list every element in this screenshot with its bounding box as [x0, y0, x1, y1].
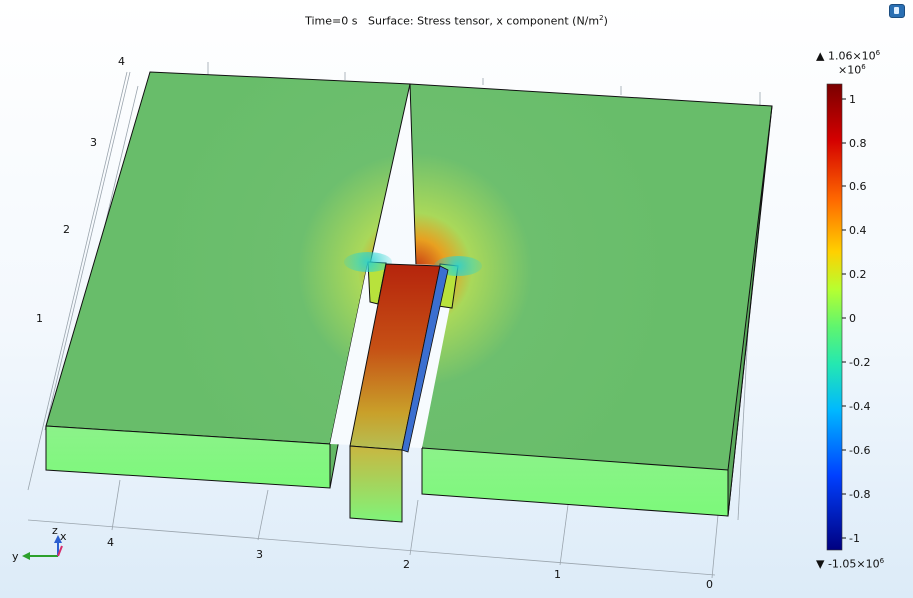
colorbar [826, 83, 843, 551]
colorbar-tick-neg0.2: -0.2 [849, 356, 870, 369]
colorbar-max-label: ▲ 1.06×106 [816, 49, 880, 63]
colorbar-min-label: ▼ -1.05×106 [816, 557, 884, 571]
colorbar-tick-0.6: 0.6 [849, 180, 867, 193]
colorbar-tick-neg1: -1 [849, 532, 860, 545]
colorbar-tick-0.8: 0.8 [849, 137, 867, 150]
colorbar-tick-neg0.4: -0.4 [849, 400, 870, 413]
stem-side [401, 265, 449, 453]
right-slab-right-side [727, 105, 773, 517]
graphics-window-icon[interactable] [889, 4, 905, 18]
colorbar-ticks [842, 98, 846, 539]
z-tick-3: 3 [90, 136, 97, 149]
colorbar-exponent-label: ×106 [838, 63, 866, 77]
x-tick-1: 1 [554, 568, 561, 581]
triad-y-label: y [12, 550, 19, 563]
surface-label: Surface: Stress tensor, x component (N/m [367, 14, 600, 28]
colorbar-exp-sup: 6 [861, 63, 866, 71]
z-tick-1: 1 [36, 312, 43, 325]
colorbar-tick-0: 0 [849, 312, 856, 325]
surface-label-end: ) [603, 14, 608, 28]
time-label: Time=0 s [305, 14, 358, 28]
axis-triad-icon: z x y [12, 524, 67, 563]
colorbar-tick-neg0.6: -0.6 [849, 444, 870, 457]
x-tick-3: 3 [256, 548, 263, 561]
stress-spot-left [344, 252, 392, 272]
stem-front [349, 445, 403, 523]
colorbar-max-text: ▲ 1.06×10 [816, 49, 876, 63]
triad-z-label: z [52, 524, 58, 537]
colorbar-exp-text: ×10 [838, 63, 862, 77]
colorbar-tick-0.2: 0.2 [849, 268, 867, 281]
surface-label-sup: 2 [599, 14, 604, 22]
z-tick-2: 2 [63, 223, 70, 236]
x-tick-4: 4 [107, 536, 114, 549]
colorbar-max-sup: 6 [875, 49, 881, 57]
z-tick-4: 4 [118, 55, 125, 68]
colorbar-min-sup: 6 [879, 557, 885, 565]
x-tick-0: 0 [706, 578, 713, 591]
colorbar-tick-0.4: 0.4 [849, 224, 867, 237]
colorbar-tick-neg0.8: -0.8 [849, 488, 870, 501]
triad-x-label: x [60, 530, 67, 543]
x-tick-2: 2 [403, 558, 410, 571]
plot-title: Time=0 s Surface: Stress tensor, x compo… [0, 14, 913, 28]
colorbar-tick-1: 1 [849, 93, 856, 106]
colorbar-min-text: ▼ -1.05×10 [816, 557, 880, 571]
